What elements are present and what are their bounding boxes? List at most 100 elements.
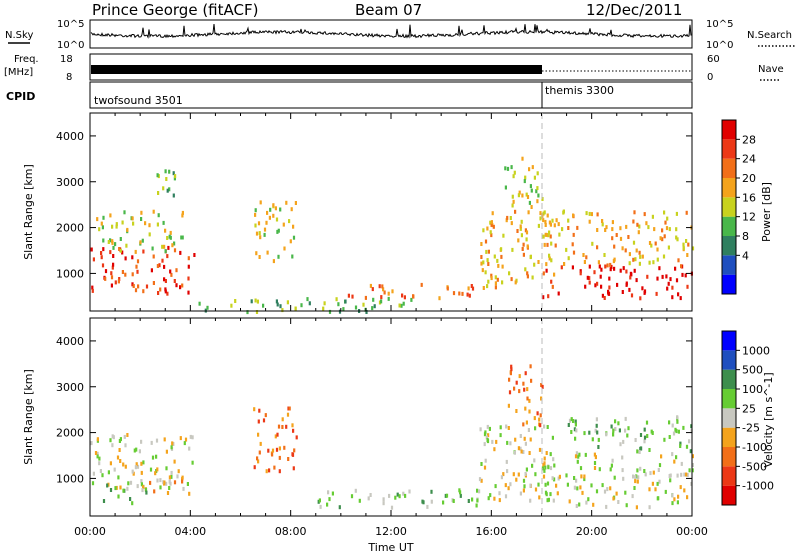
range-cell bbox=[494, 484, 497, 489]
range-cell bbox=[338, 309, 342, 314]
power-colorbar: Power [dB] 28 24 20 16 12 8 4 bbox=[721, 119, 773, 295]
range-cell bbox=[182, 486, 185, 491]
colorbar-tick-label: 20 bbox=[742, 172, 756, 185]
range-cell bbox=[410, 297, 413, 302]
colorbar-swatch bbox=[722, 274, 736, 294]
range-cell bbox=[646, 274, 649, 279]
range-cell bbox=[152, 281, 155, 285]
range-cell bbox=[468, 293, 471, 298]
range-cell bbox=[686, 253, 689, 257]
range-cell bbox=[134, 249, 137, 254]
colorbar-swatch bbox=[722, 447, 736, 467]
range-cell bbox=[676, 473, 679, 478]
range-cell bbox=[509, 216, 512, 220]
range-cell bbox=[610, 264, 613, 269]
range-cell bbox=[583, 260, 586, 264]
range-cell bbox=[109, 213, 112, 218]
range-cell bbox=[539, 413, 542, 418]
range-cell bbox=[639, 466, 642, 471]
range-cell bbox=[588, 430, 591, 435]
range-cell bbox=[337, 302, 340, 307]
range-cell bbox=[491, 211, 494, 216]
range-cell bbox=[276, 302, 279, 307]
range-cell bbox=[603, 296, 606, 300]
y-tick-label: 4000 bbox=[56, 335, 84, 348]
range-cell bbox=[142, 289, 145, 294]
range-cell bbox=[676, 500, 679, 505]
range-cell bbox=[650, 429, 653, 434]
range-cell bbox=[254, 223, 257, 228]
freq-tick-low: 8 bbox=[66, 72, 72, 83]
range-cell bbox=[484, 270, 487, 275]
range-cell bbox=[639, 296, 642, 301]
range-cell bbox=[482, 228, 485, 233]
range-cell bbox=[666, 286, 669, 291]
range-cell bbox=[115, 485, 118, 490]
range-cell bbox=[493, 496, 496, 501]
power-panel: 1000 2000 3000 4000 Slant Range [km] bbox=[22, 112, 695, 315]
range-cell bbox=[533, 416, 536, 421]
range-cell bbox=[112, 262, 115, 267]
range-cell bbox=[522, 252, 525, 257]
range-cell bbox=[132, 471, 135, 476]
range-cell bbox=[637, 230, 640, 235]
range-cell bbox=[98, 461, 101, 466]
range-cell bbox=[662, 254, 666, 259]
range-cell bbox=[521, 247, 524, 251]
range-cell bbox=[165, 481, 168, 486]
range-cell bbox=[246, 310, 249, 315]
range-cell bbox=[675, 235, 678, 240]
range-cell bbox=[426, 504, 429, 509]
range-cell bbox=[606, 487, 609, 492]
range-cell bbox=[634, 257, 637, 262]
range-cell bbox=[552, 457, 555, 462]
range-cell bbox=[489, 230, 492, 235]
range-cell bbox=[159, 485, 162, 490]
range-cell bbox=[595, 417, 598, 422]
range-cell bbox=[495, 439, 498, 444]
colorbar-swatch bbox=[722, 216, 736, 236]
range-cell bbox=[265, 469, 268, 474]
range-cell bbox=[119, 248, 122, 253]
range-cell bbox=[292, 224, 295, 229]
range-cell bbox=[648, 487, 651, 492]
range-cell bbox=[625, 503, 628, 508]
range-cell bbox=[483, 432, 487, 437]
range-cell bbox=[525, 192, 528, 197]
range-cell bbox=[679, 444, 682, 448]
nave-label: Nave bbox=[758, 64, 784, 75]
range-cell bbox=[664, 489, 667, 494]
range-cell bbox=[548, 220, 551, 225]
range-cell bbox=[521, 193, 524, 198]
range-cell bbox=[570, 430, 573, 434]
range-cell bbox=[585, 500, 588, 505]
range-cell bbox=[635, 278, 638, 283]
range-cell bbox=[430, 489, 433, 494]
range-cell bbox=[533, 262, 536, 267]
nsky-panel: N.Sky 10^5 10^0 10^5 10^0 N.Search bbox=[5, 19, 795, 51]
range-cell bbox=[362, 302, 365, 307]
range-cell bbox=[142, 460, 145, 465]
range-cell bbox=[156, 467, 159, 472]
range-cell bbox=[510, 277, 513, 282]
range-cell bbox=[621, 290, 624, 294]
range-cell bbox=[255, 251, 258, 256]
range-cell bbox=[673, 459, 676, 464]
range-cell bbox=[487, 262, 490, 266]
range-cell bbox=[588, 264, 591, 269]
range-cell bbox=[328, 309, 332, 314]
range-cell bbox=[655, 291, 658, 296]
range-cell bbox=[262, 418, 266, 423]
range-cell bbox=[579, 466, 583, 471]
range-cell bbox=[598, 264, 601, 269]
range-cell bbox=[517, 446, 520, 451]
range-cell bbox=[179, 250, 182, 255]
range-cell bbox=[543, 461, 546, 466]
range-cell bbox=[507, 426, 510, 430]
range-cell bbox=[173, 241, 176, 246]
range-cell bbox=[639, 433, 643, 437]
colorbar-swatch bbox=[722, 178, 736, 198]
range-cell bbox=[690, 424, 693, 429]
range-cell bbox=[593, 461, 597, 465]
range-cell bbox=[637, 475, 640, 480]
